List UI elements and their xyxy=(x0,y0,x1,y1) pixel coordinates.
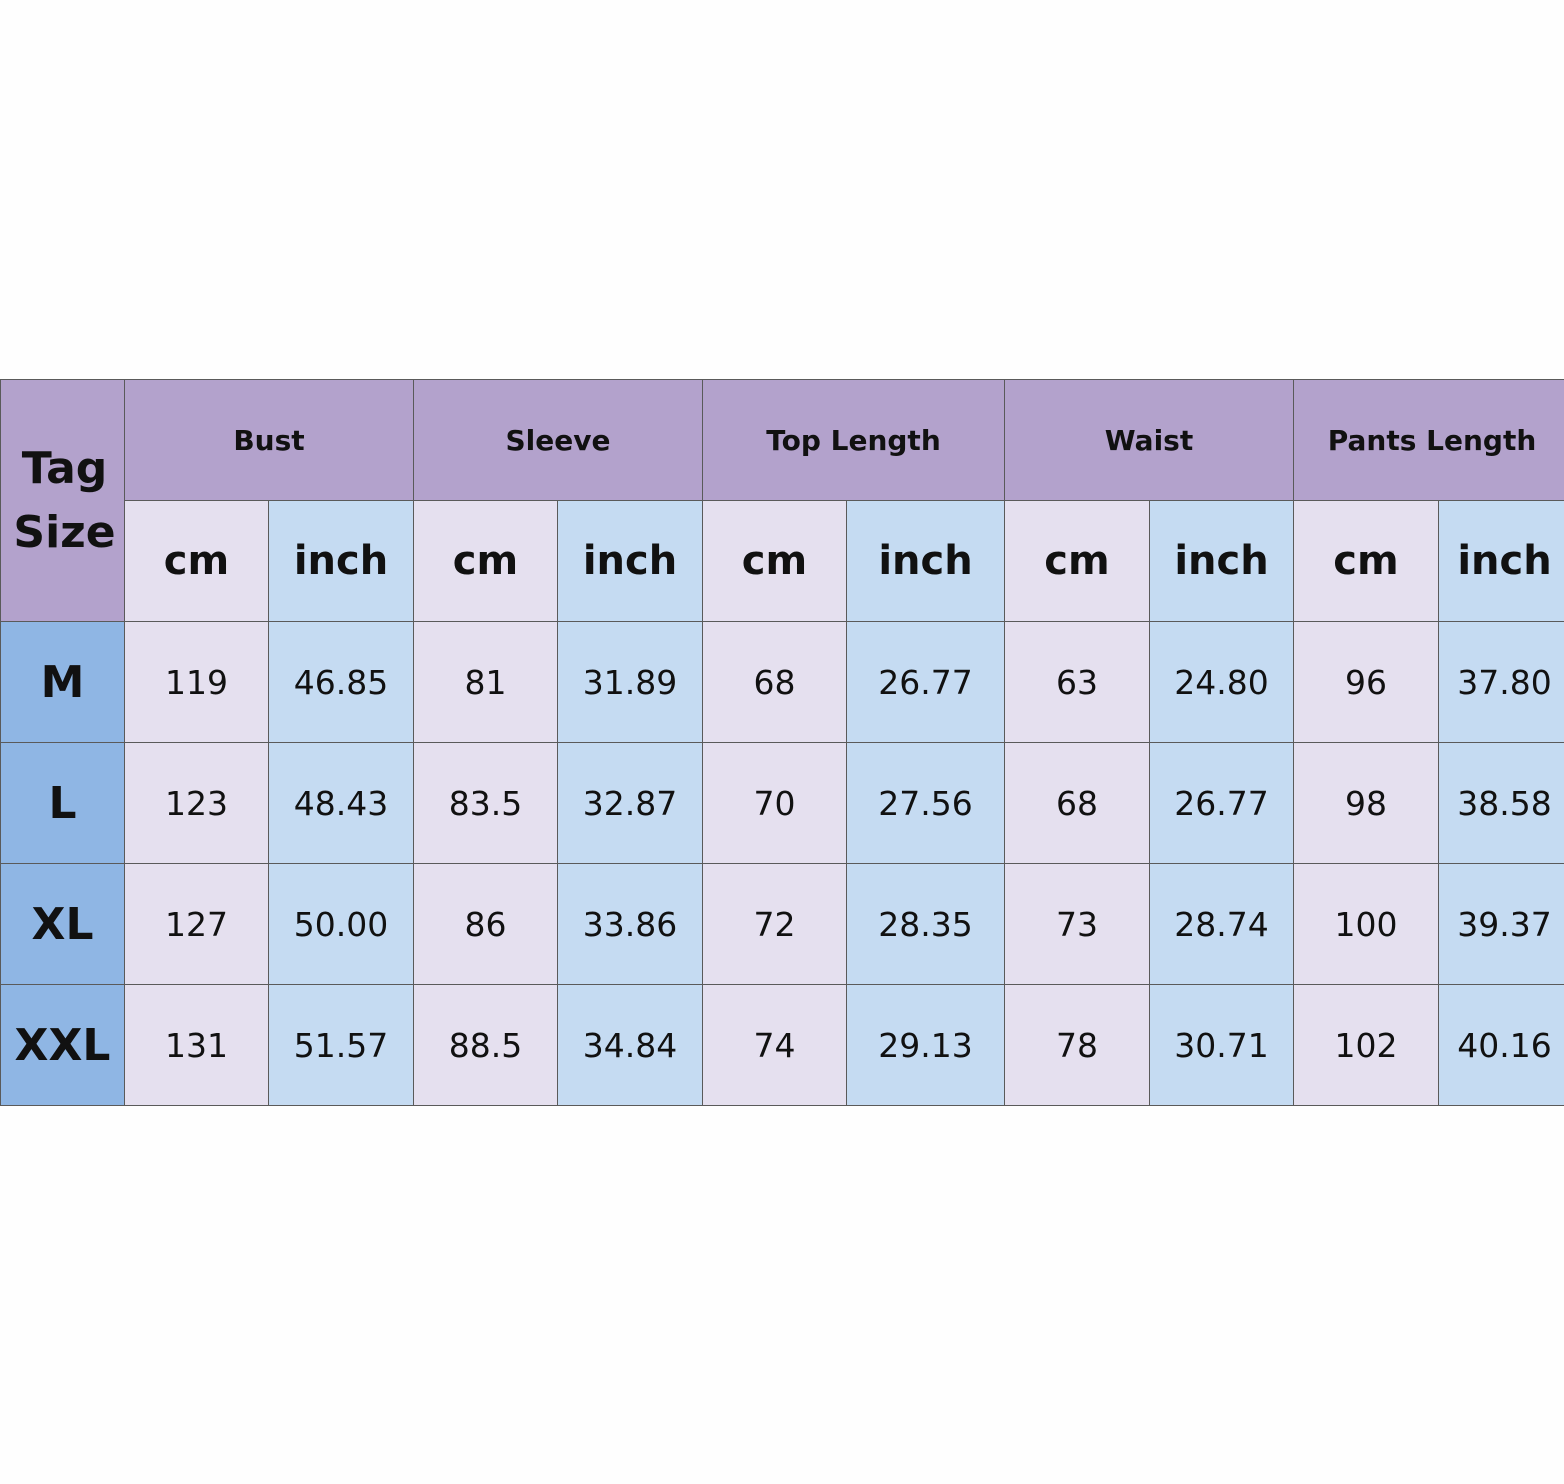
measurement: 33.86 xyxy=(557,863,703,985)
measurement: 26.77 xyxy=(846,621,1005,743)
unit-header: inch xyxy=(268,500,414,622)
unit-header: cm xyxy=(413,500,558,622)
unit-header: cm xyxy=(1004,500,1150,622)
measurement: 30.71 xyxy=(1149,984,1294,1106)
measurement: 63 xyxy=(1004,621,1150,743)
measurement: 24.80 xyxy=(1149,621,1294,743)
measurement: 39.37 xyxy=(1438,863,1564,985)
measurement: 29.13 xyxy=(846,984,1005,1106)
group-header: Sleeve xyxy=(413,379,703,501)
measurement: 102 xyxy=(1293,984,1439,1106)
measurement: 28.35 xyxy=(846,863,1005,985)
measurement: 48.43 xyxy=(268,742,414,864)
measurement: 123 xyxy=(124,742,269,864)
measurement: 28.74 xyxy=(1149,863,1294,985)
measurement: 73 xyxy=(1004,863,1150,985)
measurement: 119 xyxy=(124,621,269,743)
measurement: 46.85 xyxy=(268,621,414,743)
measurement: 31.89 xyxy=(557,621,703,743)
measurement: 81 xyxy=(413,621,558,743)
measurement: 74 xyxy=(702,984,847,1106)
group-header: Pants Length xyxy=(1293,379,1564,501)
measurement: 37.80 xyxy=(1438,621,1564,743)
measurement: 83.5 xyxy=(413,742,558,864)
measurement: 127 xyxy=(124,863,269,985)
unit-header: inch xyxy=(846,500,1005,622)
measurement: 68 xyxy=(1004,742,1150,864)
unit-header: inch xyxy=(1149,500,1294,622)
unit-header: cm xyxy=(124,500,269,622)
group-header: Waist xyxy=(1004,379,1294,501)
measurement: 26.77 xyxy=(1149,742,1294,864)
unit-header: cm xyxy=(1293,500,1439,622)
measurement: 40.16 xyxy=(1438,984,1564,1106)
measurement: 98 xyxy=(1293,742,1439,864)
unit-header: cm xyxy=(702,500,847,622)
measurement: 50.00 xyxy=(268,863,414,985)
measurement: 96 xyxy=(1293,621,1439,743)
measurement: 51.57 xyxy=(268,984,414,1106)
corner-header: Tag Size xyxy=(0,379,125,622)
size-label: XXL xyxy=(0,984,125,1106)
measurement: 78 xyxy=(1004,984,1150,1106)
measurement: 72 xyxy=(702,863,847,985)
measurement: 70 xyxy=(702,742,847,864)
measurement: 100 xyxy=(1293,863,1439,985)
size-label: XL xyxy=(0,863,125,985)
measurement: 131 xyxy=(124,984,269,1106)
measurement: 68 xyxy=(702,621,847,743)
size-label: M xyxy=(0,621,125,743)
group-header: Top Length xyxy=(702,379,1005,501)
measurement: 88.5 xyxy=(413,984,558,1106)
size-label: L xyxy=(0,742,125,864)
unit-header: inch xyxy=(557,500,703,622)
measurement: 86 xyxy=(413,863,558,985)
measurement: 38.58 xyxy=(1438,742,1564,864)
measurement: 32.87 xyxy=(557,742,703,864)
measurement: 34.84 xyxy=(557,984,703,1106)
group-header: Bust xyxy=(124,379,414,501)
unit-header: inch xyxy=(1438,500,1564,622)
measurement: 27.56 xyxy=(846,742,1005,864)
